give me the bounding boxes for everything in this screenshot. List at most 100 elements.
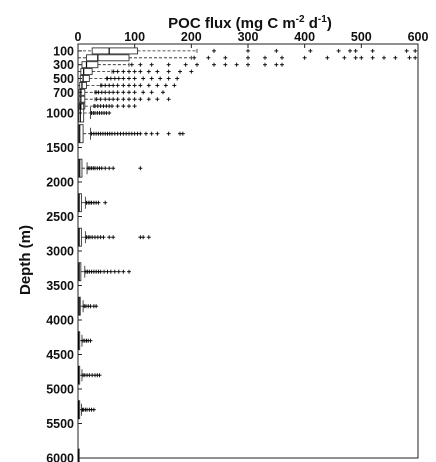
outlier-point (146, 97, 151, 102)
box-100 (78, 47, 418, 55)
y-tick-label: 700 (53, 86, 74, 100)
outlier-point (138, 131, 143, 136)
y-tick-label: 1000 (46, 107, 74, 121)
outlier-point (112, 269, 117, 274)
outlier-point (116, 76, 121, 81)
outlier-point (223, 55, 228, 60)
outlier-point (141, 90, 146, 95)
y-tick-label: 3500 (46, 279, 74, 293)
outlier-point (246, 55, 250, 60)
box-iqr (78, 88, 86, 96)
outlier-point (111, 90, 116, 95)
y-axis-title: Depth (m) (17, 225, 34, 295)
outlier-point (206, 55, 211, 60)
outlier-point (342, 55, 347, 60)
outlier-point (158, 76, 163, 81)
outlier-point (116, 269, 121, 274)
outlier-point (111, 235, 116, 240)
outlier-point (121, 104, 126, 109)
outlier-point (308, 48, 313, 53)
outlier-point (212, 62, 216, 67)
outlier-point (302, 55, 307, 60)
outlier-point (115, 83, 120, 88)
outlier-point (96, 200, 101, 205)
box-iqr (91, 47, 138, 55)
box-series (77, 47, 418, 462)
outlier-point (353, 48, 358, 53)
outlier-point (180, 131, 185, 136)
outlier-point (413, 55, 418, 60)
outlier-point (146, 235, 151, 240)
outlier-point (263, 62, 267, 67)
x-tick-label: 200 (181, 30, 202, 44)
outlier-point (138, 62, 143, 67)
y-tick-label: 2000 (46, 176, 74, 190)
box-iqr (80, 68, 93, 76)
outlier-point (195, 62, 199, 67)
outlier-point (121, 97, 126, 102)
outlier-point (192, 55, 197, 60)
outlier-point (138, 83, 143, 88)
outlier-point (111, 83, 116, 88)
outlier-point (166, 97, 171, 102)
outlier-point (96, 90, 101, 95)
outlier-point (132, 76, 137, 81)
outlier-point (144, 131, 148, 136)
outlier-point (111, 97, 116, 102)
outlier-point (101, 235, 106, 240)
x-tick-label: 600 (408, 30, 429, 44)
box-iqr (78, 95, 86, 103)
box-800 (78, 95, 171, 103)
outlier-point (111, 69, 116, 74)
outlier-point (155, 83, 160, 88)
outlier-point (280, 55, 284, 60)
y-tick-label: 3000 (46, 245, 74, 259)
outlier-point (103, 166, 108, 171)
x-tick-label: 300 (238, 30, 259, 44)
x-tick-label: 500 (351, 30, 372, 44)
outlier-point (94, 304, 99, 309)
outlier-point (166, 76, 171, 81)
box-iqr (78, 102, 86, 110)
outlier-point (325, 55, 330, 60)
outlier-point (121, 269, 126, 274)
box-300 (78, 61, 284, 69)
outlier-point (121, 83, 126, 88)
outlier-point (155, 131, 160, 136)
box-600 (78, 81, 177, 89)
box-1300 (78, 124, 185, 144)
outlier-point (223, 62, 228, 67)
outlier-point (107, 83, 112, 88)
outlier-point (393, 55, 398, 60)
outlier-point (149, 131, 154, 136)
outlier-point (121, 76, 126, 81)
outlier-point (127, 97, 131, 102)
outlier-point (407, 55, 412, 60)
x-tick-label: 400 (294, 30, 315, 44)
outlier-point (98, 97, 103, 102)
box-700 (78, 88, 165, 96)
outlier-point (98, 269, 103, 274)
outlier-point (149, 76, 154, 81)
box-3800 (77, 296, 99, 316)
outlier-point (370, 48, 375, 53)
box-iqr (81, 61, 99, 69)
outlier-point (99, 90, 104, 95)
outlier-point (175, 76, 180, 81)
outlier-point (138, 69, 143, 74)
box-4800 (77, 365, 102, 385)
box-3300 (78, 262, 131, 282)
outlier-point (189, 69, 194, 74)
outlier-point (132, 90, 137, 95)
x-axis: 0 100 200 300 400 500 600 (75, 30, 429, 48)
outlier-point (112, 76, 117, 81)
outlier-point (103, 83, 108, 88)
outlier-point (246, 48, 250, 53)
outlier-point (166, 62, 171, 67)
outlier-point (88, 338, 93, 343)
outlier-point (163, 83, 168, 88)
outlier-point (413, 48, 418, 53)
outlier-point (91, 407, 96, 412)
box-1000 (78, 103, 112, 123)
outlier-point (115, 97, 120, 102)
